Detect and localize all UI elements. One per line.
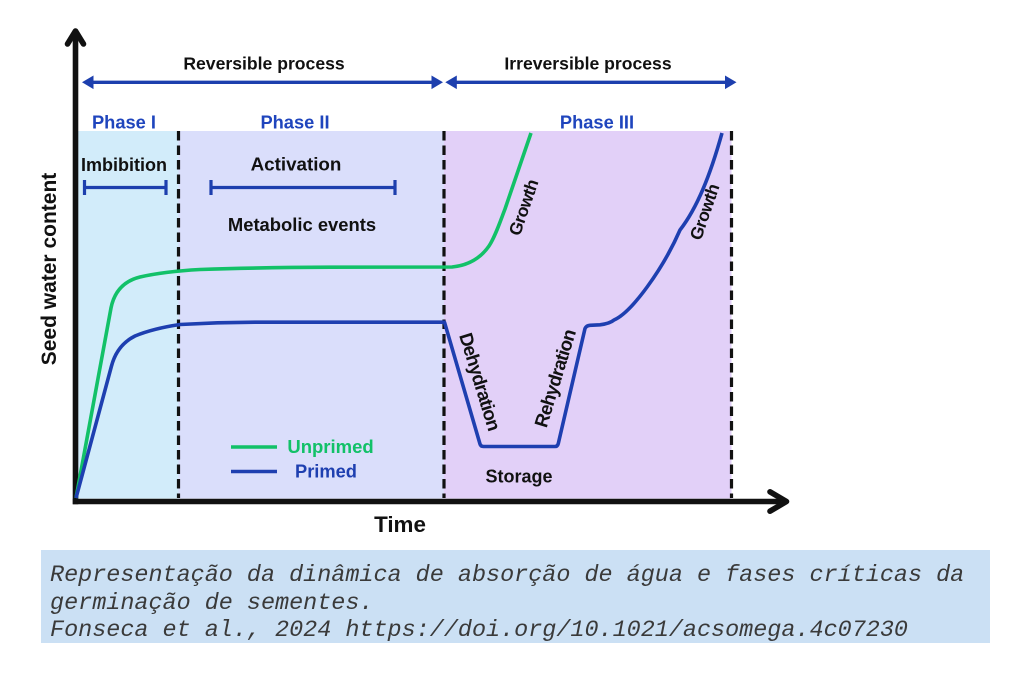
svg-text:Phase II: Phase II [260, 111, 329, 132]
svg-text:Phase I: Phase I [92, 111, 156, 132]
svg-text:Imbibition: Imbibition [81, 155, 167, 175]
svg-text:Activation: Activation [251, 154, 342, 175]
svg-text:germinação de sementes.: germinação de sementes. [50, 590, 374, 617]
svg-text:Fonseca et al., 2024 https://d: Fonseca et al., 2024 https://doi.org/10.… [50, 617, 908, 644]
svg-text:Unprimed: Unprimed [287, 436, 373, 457]
svg-text:Metabolic events: Metabolic events [228, 214, 376, 235]
svg-text:Reversible process: Reversible process [183, 54, 345, 74]
svg-text:Storage: Storage [485, 467, 552, 487]
svg-text:Time: Time [374, 512, 426, 537]
svg-text:Seed water content: Seed water content [38, 173, 61, 366]
svg-text:Phase III: Phase III [560, 111, 634, 132]
svg-text:Representação da dinâmica de a: Representação da dinâmica de absorção de… [50, 562, 964, 589]
svg-text:Primed: Primed [295, 461, 357, 482]
svg-text:Irreversible process: Irreversible process [504, 54, 671, 74]
